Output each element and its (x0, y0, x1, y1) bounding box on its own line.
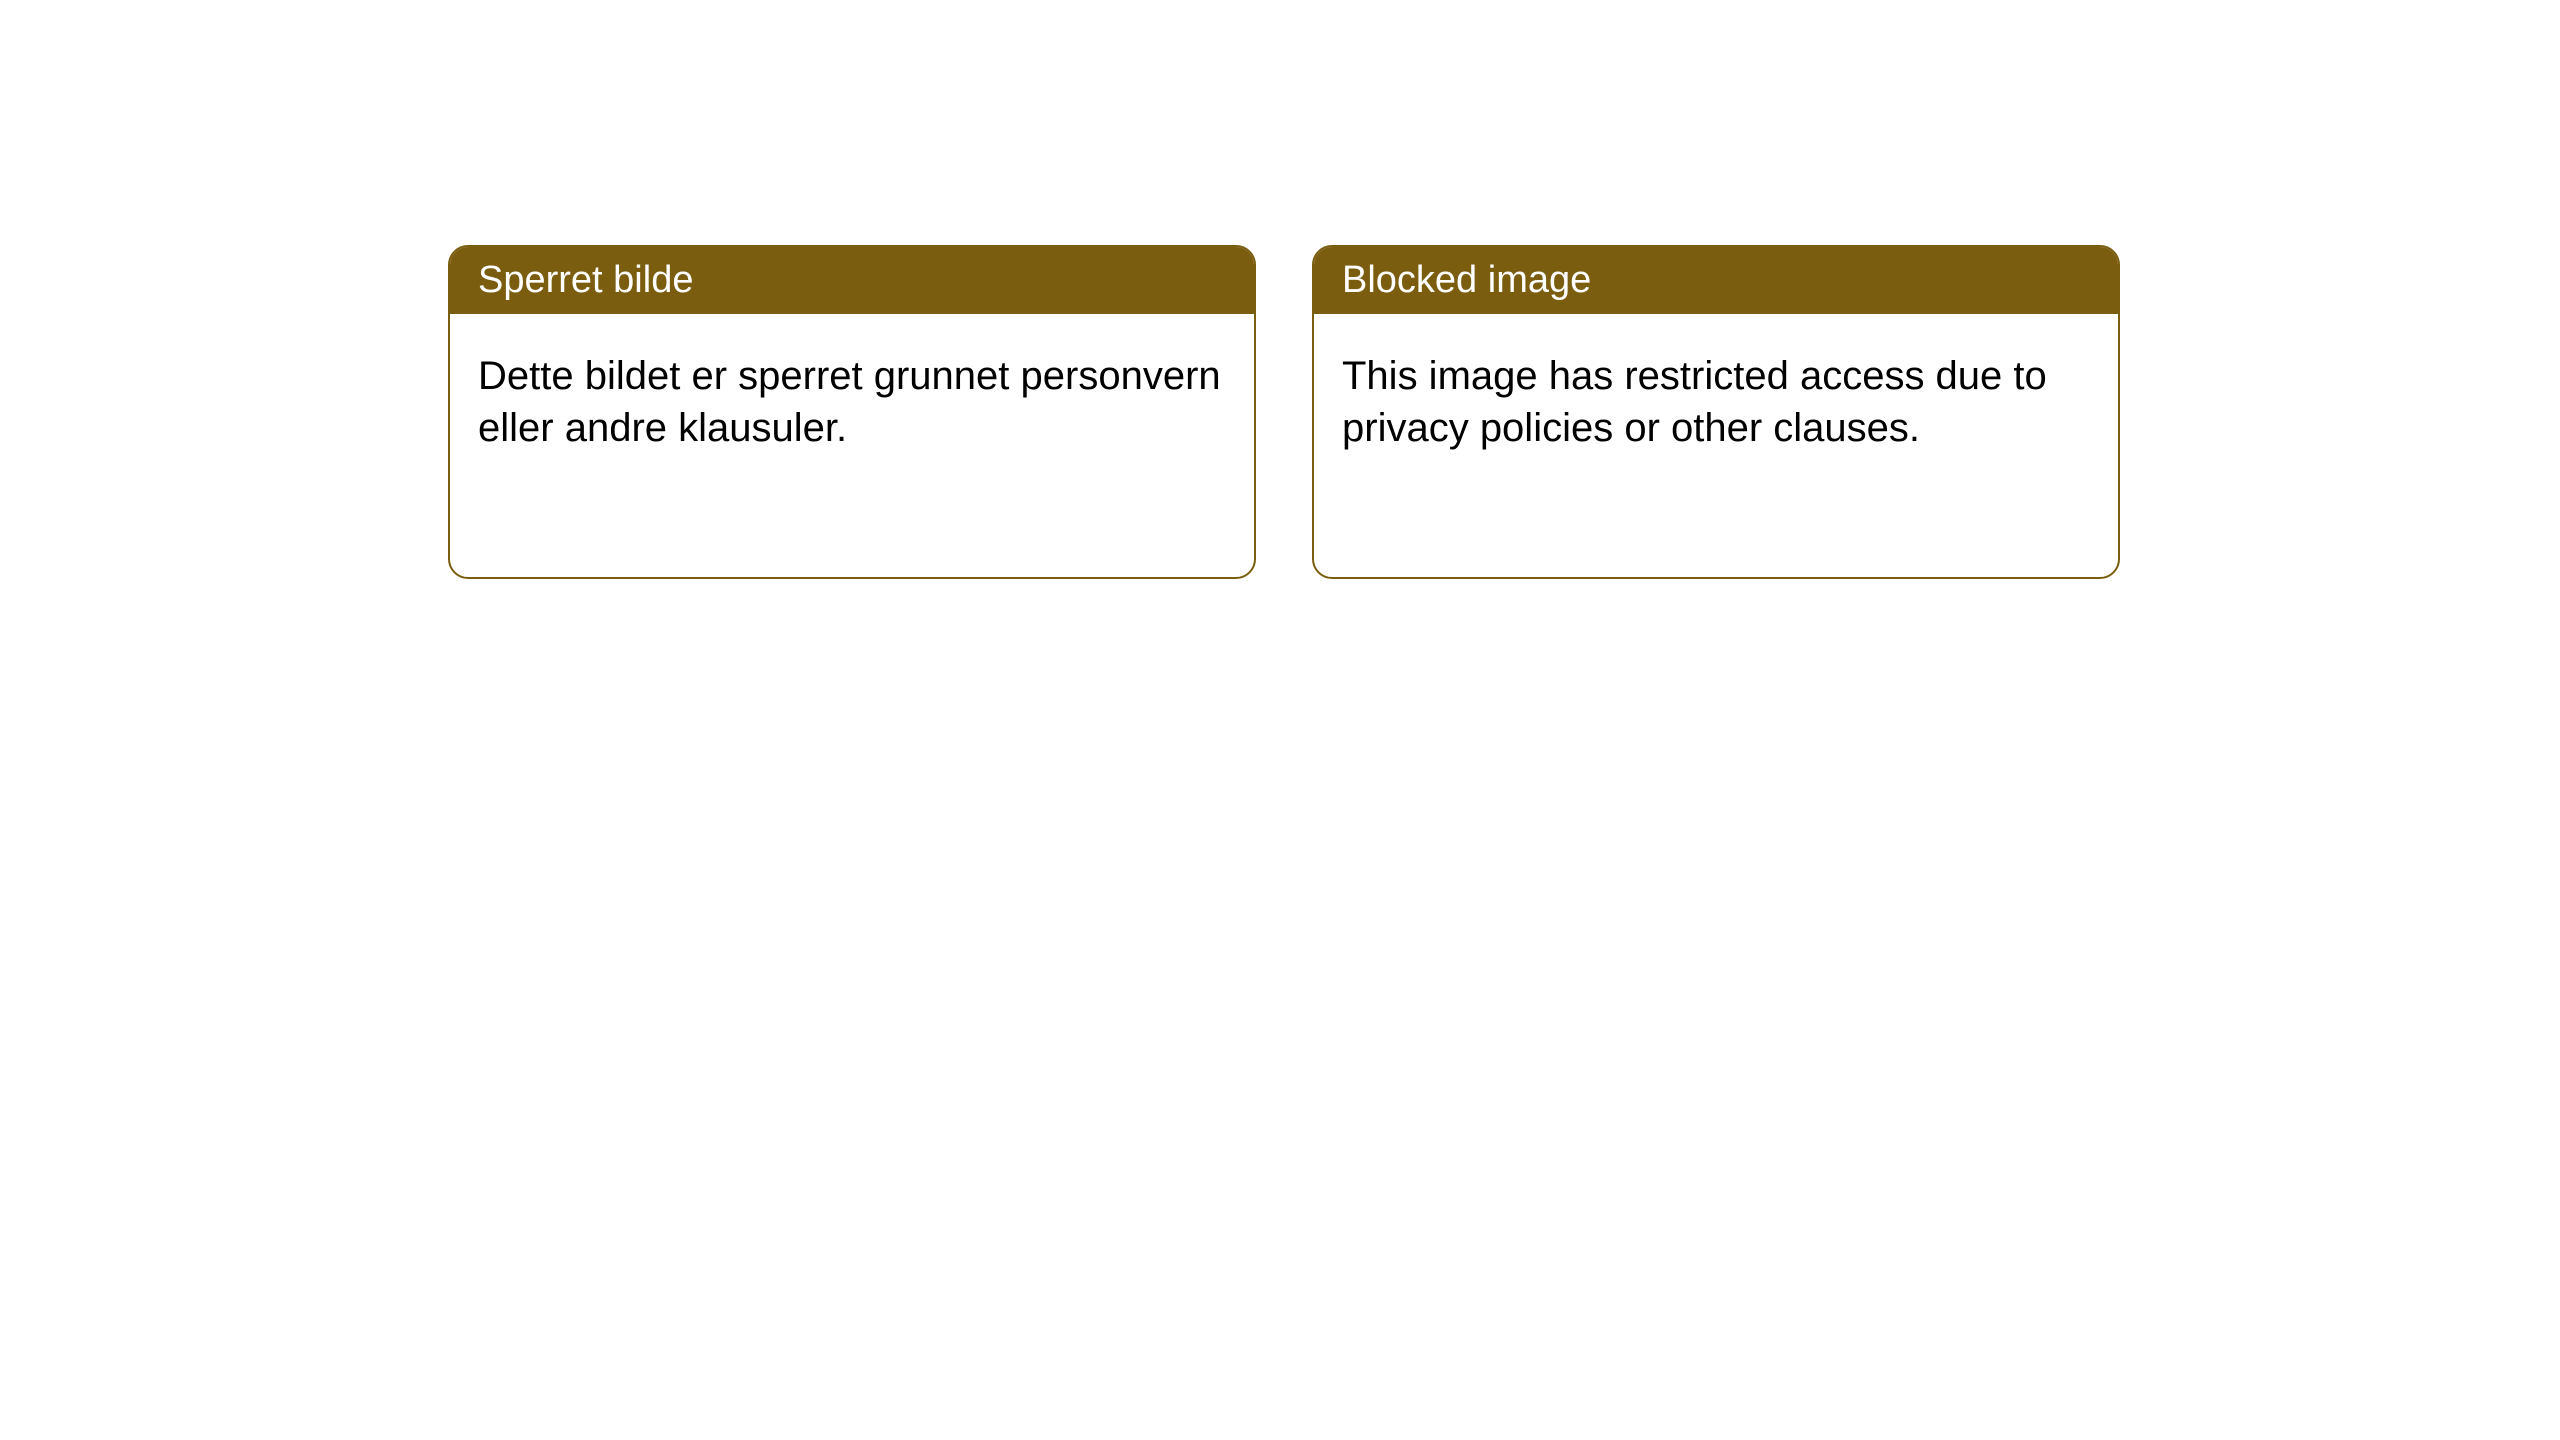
card-title-en: Blocked image (1342, 259, 1591, 301)
card-header-en: Blocked image (1314, 247, 2118, 314)
card-header-no: Sperret bilde (450, 247, 1254, 314)
card-body-text-en: This image has restricted access due to … (1342, 354, 2047, 450)
card-title-no: Sperret bilde (478, 259, 693, 301)
blocked-image-card-no: Sperret bilde Dette bildet er sperret gr… (448, 245, 1256, 579)
card-body-no: Dette bildet er sperret grunnet personve… (450, 314, 1254, 490)
cards-container: Sperret bilde Dette bildet er sperret gr… (0, 0, 2560, 579)
card-body-text-no: Dette bildet er sperret grunnet personve… (478, 354, 1221, 450)
card-body-en: This image has restricted access due to … (1314, 314, 2118, 490)
blocked-image-card-en: Blocked image This image has restricted … (1312, 245, 2120, 579)
